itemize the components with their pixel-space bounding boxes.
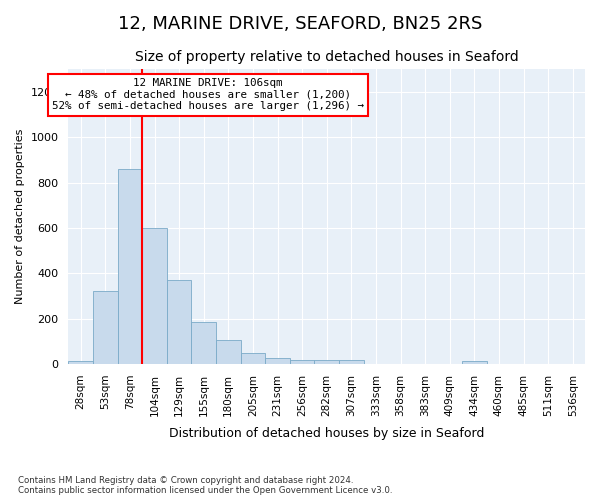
Bar [167, 280, 191, 364]
X-axis label: Distribution of detached houses by size in Seaford: Distribution of detached houses by size … [169, 427, 484, 440]
Bar [462, 360, 487, 364]
Bar [265, 358, 290, 364]
Bar [290, 360, 314, 364]
Title: Size of property relative to detached houses in Seaford: Size of property relative to detached ho… [135, 50, 518, 64]
Text: 12 MARINE DRIVE: 106sqm
← 48% of detached houses are smaller (1,200)
52% of semi: 12 MARINE DRIVE: 106sqm ← 48% of detache… [52, 78, 364, 112]
Text: 12, MARINE DRIVE, SEAFORD, BN25 2RS: 12, MARINE DRIVE, SEAFORD, BN25 2RS [118, 15, 482, 33]
Bar [339, 360, 364, 364]
Bar [191, 322, 216, 364]
Bar [118, 169, 142, 364]
Bar [142, 228, 167, 364]
Bar [68, 360, 93, 364]
Bar [93, 292, 118, 364]
Bar [241, 354, 265, 364]
Text: Contains HM Land Registry data © Crown copyright and database right 2024.
Contai: Contains HM Land Registry data © Crown c… [18, 476, 392, 495]
Bar [216, 340, 241, 364]
Y-axis label: Number of detached properties: Number of detached properties [15, 129, 25, 304]
Bar [314, 360, 339, 364]
